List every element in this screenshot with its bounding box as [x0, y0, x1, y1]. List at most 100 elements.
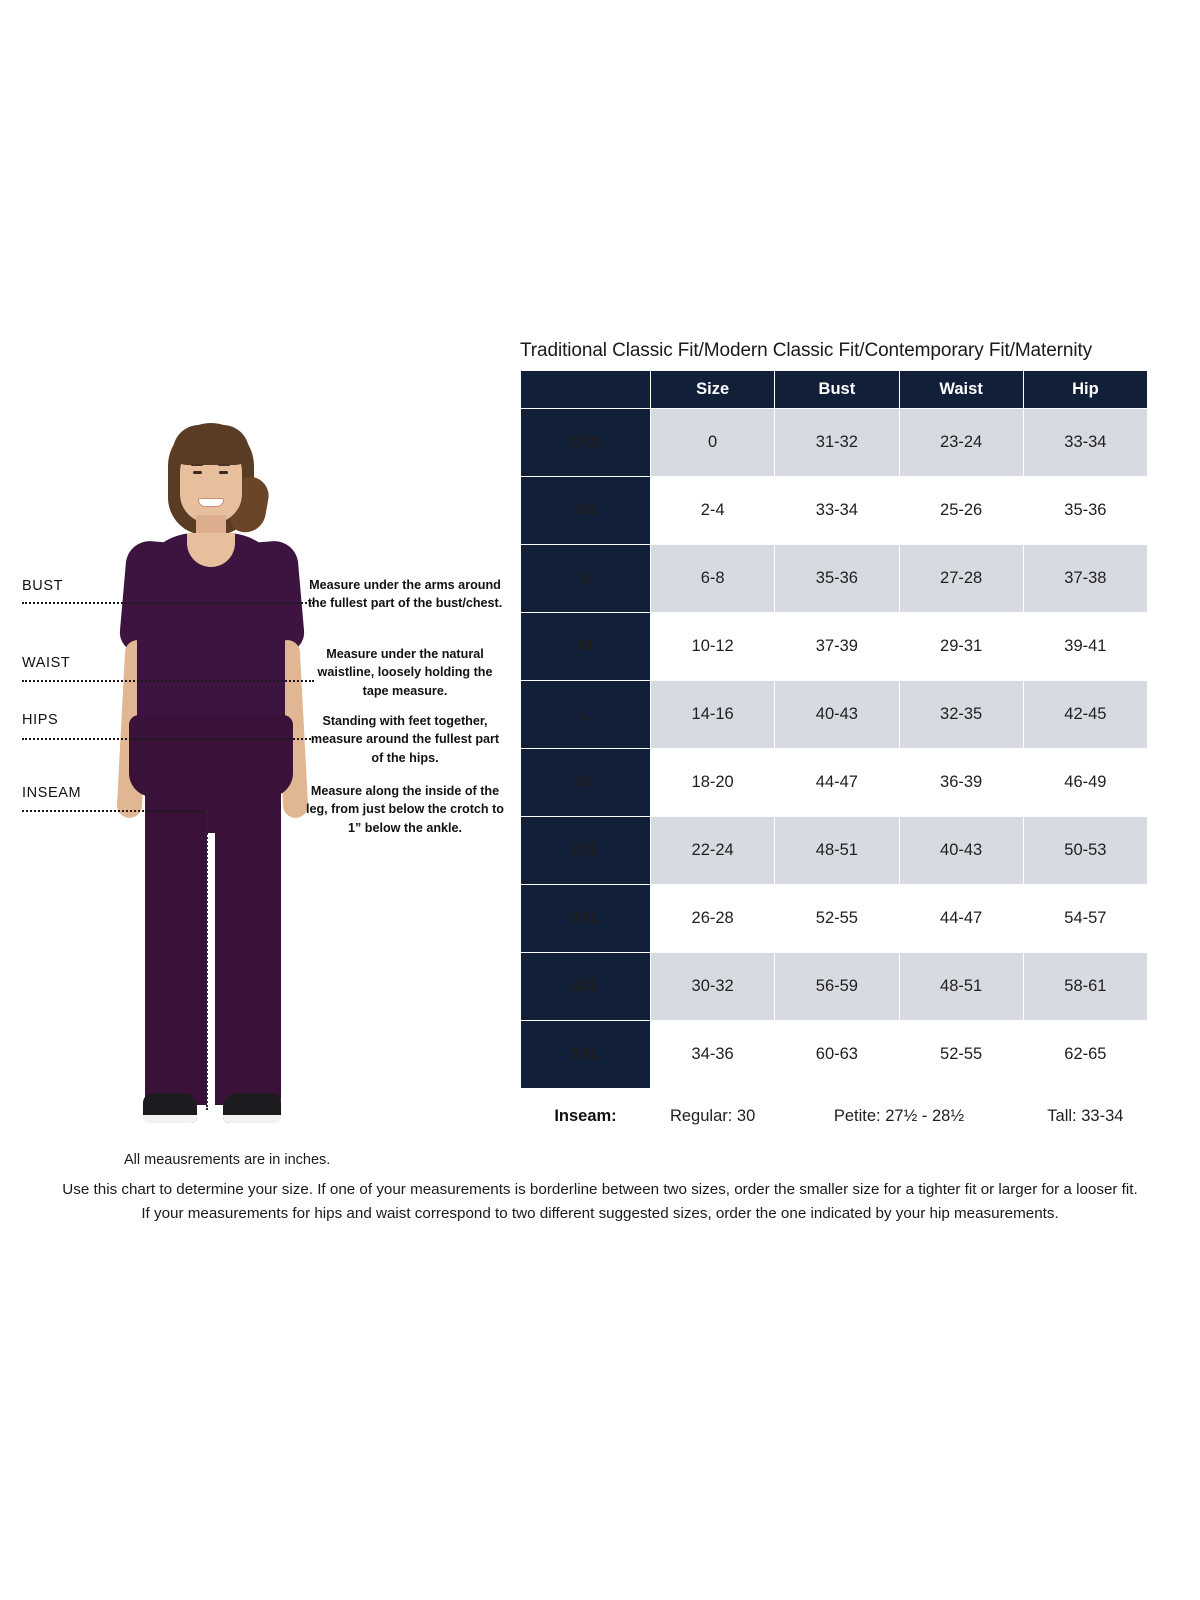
model-leg-gap [207, 833, 215, 1105]
cell-waist: 36-39 [898, 748, 1024, 817]
cell-size: 0 [649, 408, 776, 477]
header-bust: Bust [774, 370, 900, 409]
model-sole-left [143, 1115, 197, 1123]
cell-size: 2-4 [649, 476, 776, 545]
row-label-3xl: 3XL [520, 884, 651, 953]
cell-bust: 40-43 [774, 680, 900, 749]
inseam-regular: Regular: 30 [650, 1088, 775, 1145]
cell-hip: 42-45 [1022, 680, 1149, 749]
row-label-2xl: 2XL [520, 816, 651, 885]
cell-size: 30-32 [649, 952, 776, 1021]
note-all-measurements-inches: All meausrements are in inches. [124, 1152, 331, 1168]
inseam-row: Inseam: Regular: 30 Petite: 27½ - 28½ Ta… [520, 1088, 1148, 1145]
model-eye-right [219, 471, 228, 474]
row-label-s: S [520, 544, 651, 613]
cell-bust: 48-51 [774, 816, 900, 885]
model-sole-right [223, 1115, 281, 1123]
footer-note-line-2: If your measurements for hips and waist … [141, 1205, 1059, 1223]
cell-hip: 50-53 [1022, 816, 1149, 885]
inseam-tall: Tall: 33-34 [1023, 1088, 1148, 1145]
size-table-body: XXS 0 31-32 23-24 33-34 XS 2-4 33-34 25-… [520, 408, 1149, 1145]
label-waist: WAIST [22, 655, 71, 671]
instruction-inseam: Measure along the inside of the leg, fro… [305, 784, 504, 835]
label-bust: BUST [22, 578, 64, 594]
size-table-header-row: Size Bust Waist Hip [520, 370, 1149, 409]
table-row: 4XL 30-32 56-59 48-51 58-61 [520, 952, 1149, 1021]
cell-hip: 58-61 [1022, 952, 1149, 1021]
guide-line-bust [22, 602, 314, 604]
size-table-panel: Traditional Classic Fit/Modern Classic F… [520, 340, 1150, 1145]
row-label-l: L [520, 680, 651, 749]
cell-size: 34-36 [649, 1020, 776, 1089]
row-label-4xl: 4XL [520, 952, 651, 1021]
cell-size: 18-20 [649, 748, 776, 817]
table-row: XL 18-20 44-47 36-39 46-49 [520, 748, 1149, 817]
size-table-head: Size Bust Waist Hip [520, 370, 1149, 409]
table-row: M 10-12 37-39 29-31 39-41 [520, 612, 1149, 681]
cell-size: 10-12 [649, 612, 776, 681]
measurement-figure-panel: BUST Measure under the arms around the f… [0, 330, 520, 1190]
row-label-5xl: 5XL [520, 1020, 651, 1089]
table-row: 3XL 26-28 52-55 44-47 54-57 [520, 884, 1149, 953]
inseam-label: Inseam: [520, 1088, 651, 1145]
cell-bust: 33-34 [774, 476, 900, 545]
cell-bust: 60-63 [774, 1020, 900, 1089]
cell-waist: 29-31 [898, 612, 1024, 681]
cell-waist: 44-47 [898, 884, 1024, 953]
cell-waist: 23-24 [898, 408, 1024, 477]
cell-size: 26-28 [649, 884, 776, 953]
model-illustration [95, 415, 330, 1155]
model-eye-left [193, 471, 202, 474]
header-hip: Hip [1022, 370, 1149, 409]
cell-size: 6-8 [649, 544, 776, 613]
label-hips: HIPS [22, 712, 59, 728]
cell-hip: 62-65 [1022, 1020, 1149, 1089]
table-row: 2XL 22-24 48-51 40-43 50-53 [520, 816, 1149, 885]
cell-size: 22-24 [649, 816, 776, 885]
cell-bust: 56-59 [774, 952, 900, 1021]
header-blank-corner [520, 370, 651, 409]
table-row: 5XL 34-36 60-63 52-55 62-65 [520, 1020, 1149, 1089]
cell-bust: 37-39 [774, 612, 900, 681]
instruction-bust: Measure under the arms around the fulles… [307, 578, 503, 611]
cell-waist: 32-35 [898, 680, 1024, 749]
cell-bust: 31-32 [774, 408, 900, 477]
cell-waist: 52-55 [898, 1020, 1024, 1089]
model-mouth [198, 498, 224, 507]
guide-line-hips [22, 738, 314, 740]
label-inseam: INSEAM [22, 785, 82, 801]
cell-bust: 44-47 [774, 748, 900, 817]
table-row: L 14-16 40-43 32-35 42-45 [520, 680, 1149, 749]
cell-hip: 33-34 [1022, 408, 1149, 477]
cell-bust: 52-55 [774, 884, 900, 953]
cell-hip: 35-36 [1022, 476, 1149, 545]
cell-waist: 27-28 [898, 544, 1024, 613]
row-label-xs: XS [520, 476, 651, 545]
size-table-title: Traditional Classic Fit/Modern Classic F… [520, 340, 1093, 361]
table-row: S 6-8 35-36 27-28 37-38 [520, 544, 1149, 613]
instruction-hips: Standing with feet together, measure aro… [310, 714, 500, 765]
row-label-xxs: XXS [520, 408, 651, 477]
cell-hip: 39-41 [1022, 612, 1149, 681]
footer-note-line-1: Use this chart to determine your size. I… [62, 1181, 1138, 1198]
model-hair-front [173, 425, 249, 465]
row-label-m: M [520, 612, 651, 681]
cell-hip: 37-38 [1022, 544, 1149, 613]
guide-line-inseam [22, 810, 208, 812]
model-eyebrow-right [218, 464, 230, 466]
cell-hip: 46-49 [1022, 748, 1149, 817]
inseam-petite: Petite: 27½ - 28½ [774, 1088, 1024, 1145]
cell-waist: 40-43 [898, 816, 1024, 885]
model-eyebrow-left [191, 464, 203, 466]
guide-line-inseam-vertical [206, 810, 208, 1110]
header-size: Size [649, 370, 776, 409]
table-row: XS 2-4 33-34 25-26 35-36 [520, 476, 1149, 545]
cell-hip: 54-57 [1022, 884, 1149, 953]
cell-bust: 35-36 [774, 544, 900, 613]
size-table: Size Bust Waist Hip XXS 0 31-32 23-24 33… [520, 370, 1149, 1145]
cell-waist: 25-26 [898, 476, 1024, 545]
cell-waist: 48-51 [898, 952, 1024, 1021]
header-waist: Waist [898, 370, 1024, 409]
instruction-waist: Measure under the natural waistline, loo… [317, 647, 493, 698]
